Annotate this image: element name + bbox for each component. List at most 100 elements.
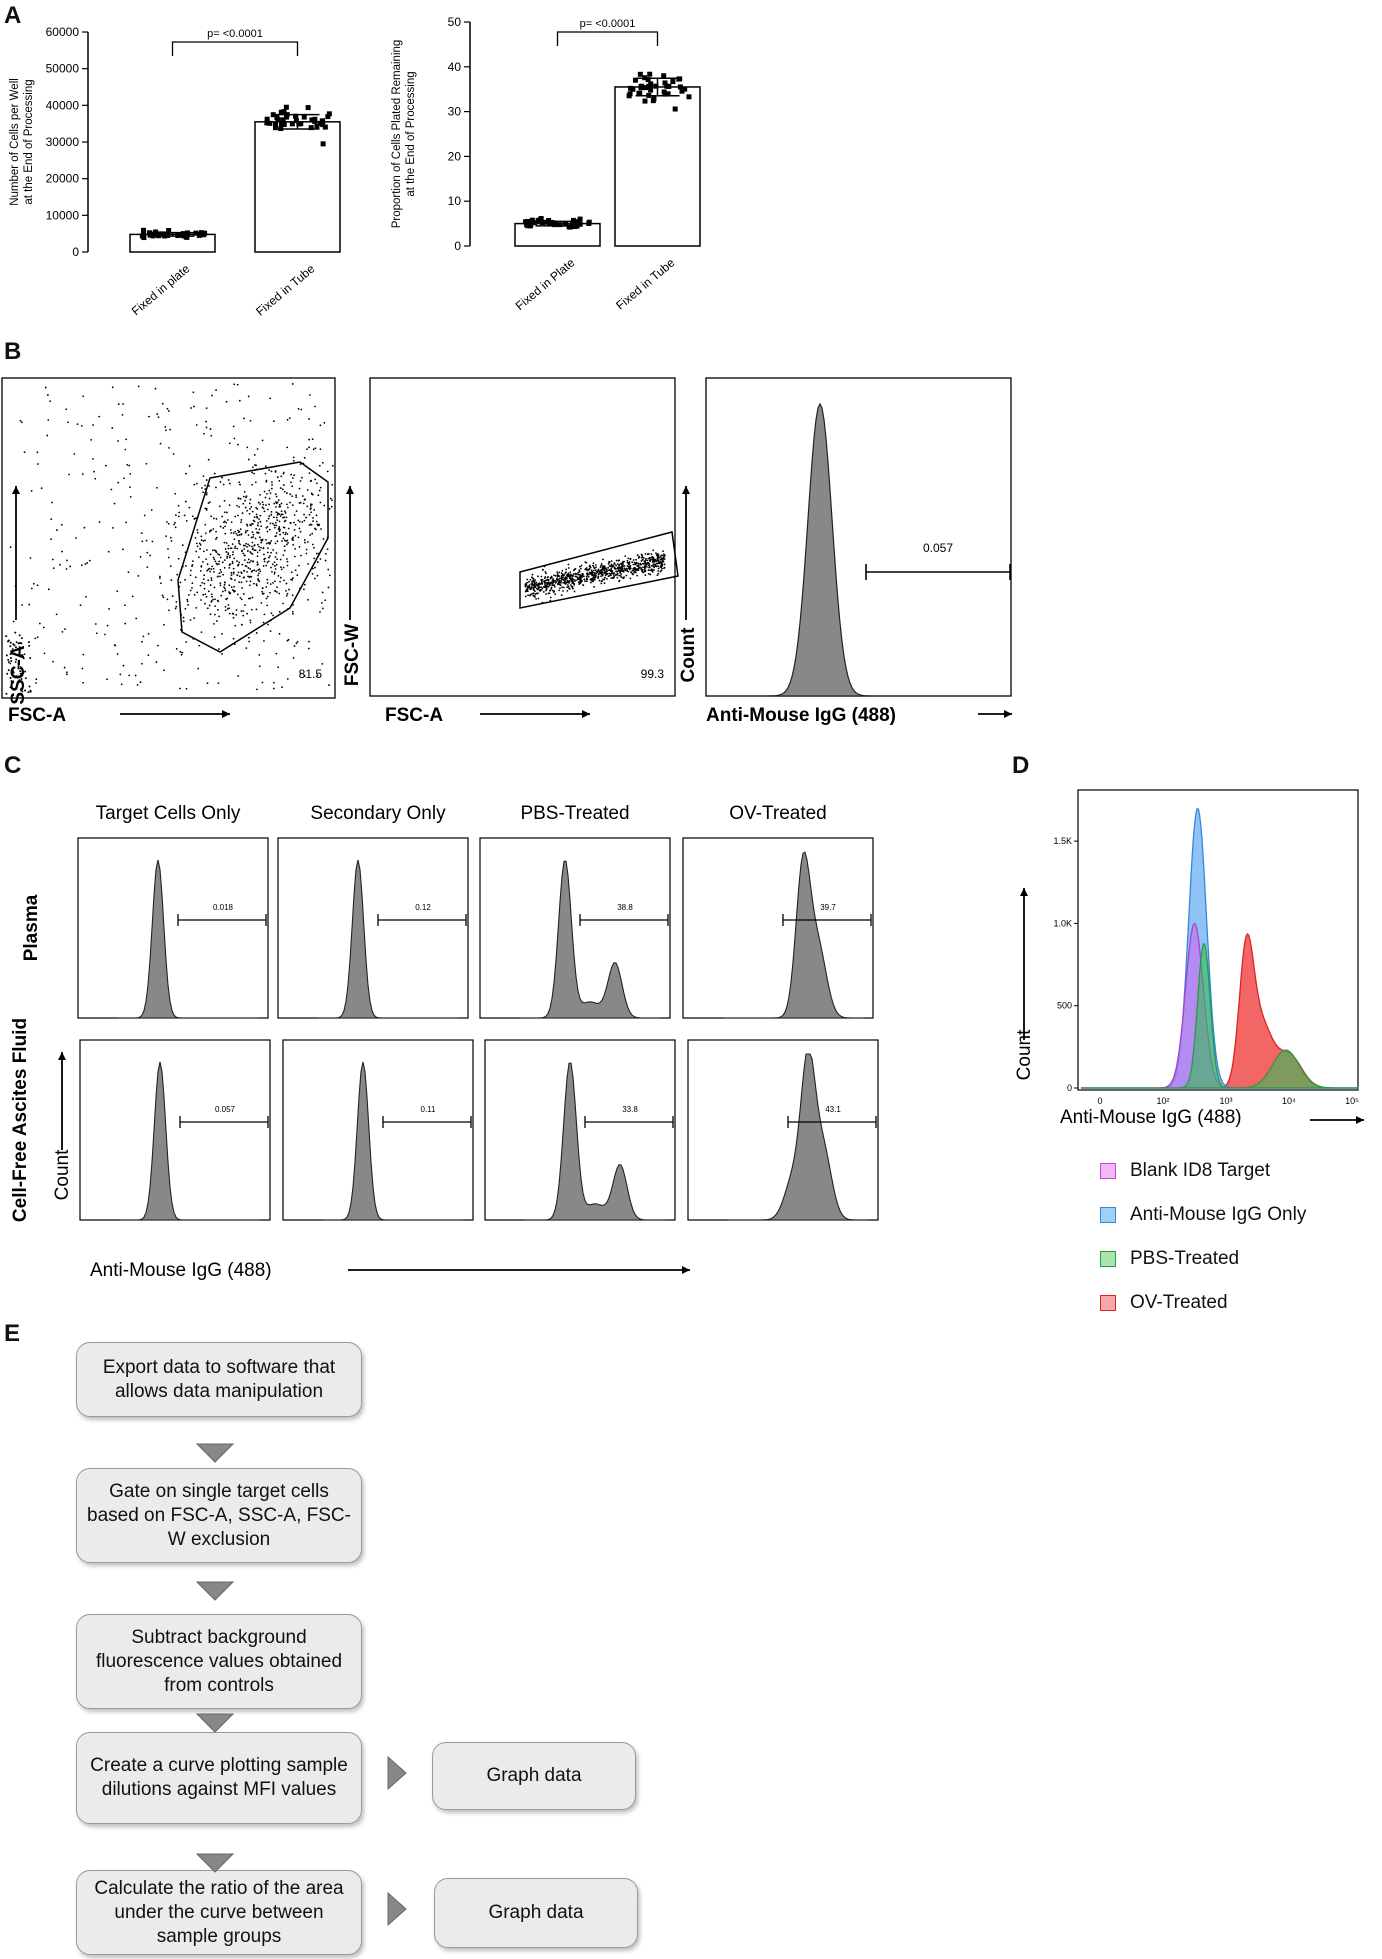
scatter-dot bbox=[265, 504, 267, 507]
scatter-dot bbox=[573, 590, 576, 593]
scatter-dot bbox=[219, 584, 222, 587]
scatter-dot bbox=[63, 666, 66, 669]
scatter-dot bbox=[276, 591, 278, 593]
data-point bbox=[184, 234, 190, 240]
scatter-dot bbox=[556, 571, 559, 574]
data-point bbox=[650, 98, 656, 104]
scatter-dot bbox=[184, 500, 187, 503]
scatter-dot bbox=[247, 549, 249, 552]
scatter-dot bbox=[297, 519, 300, 522]
scatter-dot bbox=[279, 533, 281, 536]
scatter-dot bbox=[202, 593, 205, 596]
plot-frame bbox=[705, 377, 1012, 697]
scatter-dot bbox=[638, 566, 641, 569]
scatter-dot bbox=[143, 514, 146, 517]
scatter-dot bbox=[592, 577, 595, 580]
histogram-peak bbox=[723, 851, 863, 1019]
scatter-dot bbox=[623, 576, 626, 579]
scatter-dot bbox=[299, 480, 302, 482]
scatter-dot bbox=[213, 558, 216, 561]
scatter-dot bbox=[61, 630, 64, 633]
data-point bbox=[532, 220, 538, 226]
scatter-dot bbox=[145, 539, 148, 542]
scatter-dot bbox=[313, 509, 316, 511]
scatter-dot bbox=[257, 522, 260, 524]
scatter-dot bbox=[655, 565, 658, 568]
scatter-dot bbox=[207, 579, 210, 582]
data-point bbox=[308, 125, 314, 131]
scatter-dot bbox=[190, 569, 192, 572]
legend-label: Anti-Mouse IgG Only bbox=[1130, 1204, 1307, 1225]
scatter-dot bbox=[315, 520, 318, 523]
scatter-dot bbox=[141, 540, 144, 543]
scatter-dot bbox=[215, 389, 217, 391]
scatter-dot bbox=[98, 521, 101, 524]
scatter-dot bbox=[239, 596, 242, 599]
scatter-dot bbox=[66, 559, 68, 562]
scatter-dot bbox=[283, 510, 286, 513]
scatter-dot bbox=[548, 592, 551, 595]
data-point bbox=[677, 84, 683, 90]
scatter-dot bbox=[213, 472, 216, 475]
scatter-dot bbox=[590, 577, 593, 580]
scatter-dot bbox=[199, 584, 202, 587]
scatter-dot bbox=[657, 570, 660, 572]
scatter-dot bbox=[541, 578, 544, 581]
data-point bbox=[278, 121, 284, 127]
gate-value: 39.7 bbox=[820, 903, 836, 912]
scatter-dot bbox=[635, 561, 638, 564]
scatter-dot bbox=[227, 552, 230, 554]
scatter-dot bbox=[253, 516, 256, 519]
scatter-dot bbox=[327, 568, 330, 571]
scatter-dot bbox=[111, 427, 114, 429]
scatter-dot bbox=[545, 587, 548, 590]
scatter-dot bbox=[662, 550, 664, 553]
scatter-dot bbox=[268, 503, 270, 506]
scatter-dot bbox=[551, 589, 554, 592]
scatter-dot bbox=[17, 667, 20, 670]
scatter-dot bbox=[261, 506, 264, 509]
scatter-dot bbox=[298, 487, 301, 490]
scatter-dot bbox=[294, 523, 297, 526]
histogram-frame bbox=[277, 837, 469, 1019]
scatter-dot bbox=[175, 605, 178, 608]
scatter-dot bbox=[590, 579, 593, 582]
scatter-dot bbox=[610, 574, 612, 576]
scatter-dot bbox=[272, 581, 274, 584]
scatter-dot bbox=[213, 636, 216, 639]
scatter-dot bbox=[282, 554, 285, 557]
scatter-dot bbox=[169, 428, 172, 431]
scatter-dot bbox=[110, 488, 113, 491]
scatter-dot bbox=[280, 475, 283, 478]
scatter-dot bbox=[240, 581, 243, 584]
scatter-dot bbox=[610, 560, 613, 563]
scatter-dot bbox=[615, 559, 618, 562]
scatter-dot bbox=[65, 408, 68, 411]
scatter-dot bbox=[187, 603, 189, 606]
legend-label: Blank ID8 Target bbox=[1130, 1160, 1271, 1181]
scatter-dot bbox=[242, 552, 245, 555]
scatter-dot bbox=[253, 520, 256, 523]
scatter-dot bbox=[642, 571, 644, 574]
scatter-dot bbox=[625, 574, 628, 577]
flow-step-gate: Gate on single target cells based on FSC… bbox=[76, 1468, 362, 1563]
flow-output-graph-2: Graph data bbox=[434, 1878, 638, 1948]
scatter-dot bbox=[34, 637, 37, 640]
scatter-dot bbox=[104, 633, 106, 636]
scatter-dot bbox=[631, 561, 634, 564]
scatter-dot bbox=[544, 579, 546, 582]
scatter-dot bbox=[653, 563, 656, 566]
scatter-dot bbox=[286, 533, 289, 535]
scatter-dot bbox=[233, 557, 235, 560]
scatter-dot bbox=[575, 575, 578, 578]
scatter-dot bbox=[269, 630, 272, 633]
scatter-dot bbox=[146, 551, 149, 554]
legend-swatch-icon bbox=[1100, 1295, 1116, 1311]
data-point bbox=[679, 88, 685, 94]
scatter-dot bbox=[44, 386, 47, 389]
scatter-dot bbox=[263, 553, 265, 556]
scatter-dot bbox=[224, 589, 227, 592]
scatter-dot bbox=[309, 534, 311, 536]
flow-step-subtract: Subtract background fluorescence values … bbox=[76, 1614, 362, 1709]
